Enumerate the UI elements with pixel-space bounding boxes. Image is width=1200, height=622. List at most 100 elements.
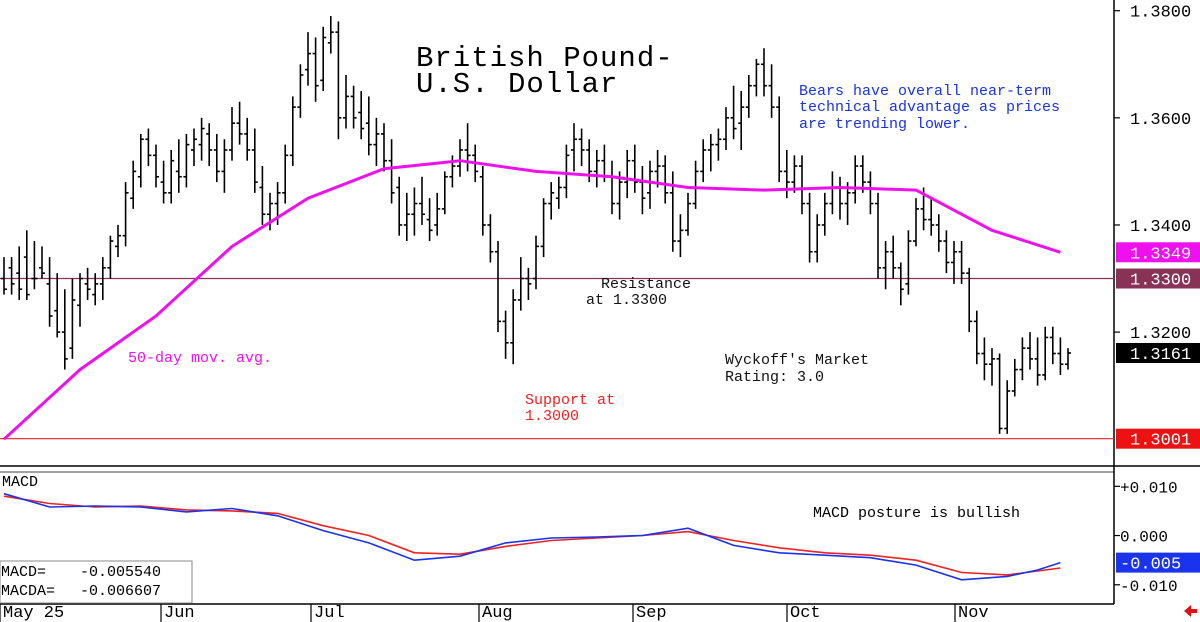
price-bar [905, 230, 912, 295]
price-bar [700, 139, 707, 183]
macd-readout-label: MACD= [1, 564, 46, 581]
bears-annotation-line-3: are trending lower. [799, 116, 970, 133]
price-bar [229, 107, 235, 161]
price-bar [867, 171, 874, 215]
resistance-label-line-1: Resistance [601, 276, 691, 293]
resistance-label-line-2: at 1.3300 [586, 292, 667, 309]
price-bar [943, 230, 950, 274]
price-bar [312, 37, 319, 102]
price-bar [753, 58, 760, 97]
price-bar [715, 128, 722, 161]
price-bar [16, 246, 23, 300]
price-bar [533, 235, 539, 290]
wyckoff-rating-line-1: Wyckoff's Market [725, 352, 869, 369]
price-bar [981, 337, 988, 381]
svg-text:1.3001: 1.3001 [1130, 432, 1191, 451]
price-tag: 1.3161 [1116, 342, 1200, 365]
support-label-line-2: 1.3000 [525, 408, 579, 425]
price-bar [320, 26, 327, 92]
price-bar [966, 267, 973, 333]
price-bar [441, 171, 448, 215]
price-bar [198, 117, 205, 161]
macd-readout-box [0, 560, 193, 604]
price-bar [419, 176, 425, 225]
price-bar [548, 182, 555, 220]
price-bar [23, 230, 30, 300]
moving-average-line [2, 159, 1061, 441]
moving-average-label: 50-day mov. avg. [128, 350, 272, 367]
price-bar [31, 241, 38, 290]
price-bar [92, 273, 99, 306]
price-bar [426, 198, 433, 242]
price-bar [206, 123, 213, 167]
price-bar [305, 32, 311, 86]
macd-panel: +0.010 0.000 -0.010 -0.005 MACD MACD postu… [0, 474, 1200, 604]
svg-text:1.3300: 1.3300 [1130, 272, 1191, 291]
price-bar [973, 310, 980, 365]
price-bar [540, 198, 547, 258]
price-bar [130, 160, 137, 209]
price-bar [1019, 337, 1026, 381]
date-axis: May 25 Jun Jul Aug Sep Oct Nov [0, 604, 989, 622]
price-bar [343, 74, 349, 129]
price-bar [77, 273, 83, 327]
price-bar [457, 139, 463, 177]
price-bar [502, 310, 509, 359]
price-bar [122, 182, 129, 247]
price-bar [115, 224, 121, 258]
price-bar [259, 166, 266, 225]
price-bar [989, 348, 995, 386]
price-bar [495, 241, 501, 333]
date-tick-label: Oct [790, 604, 821, 622]
price-bar [745, 74, 752, 118]
price-bar [1, 257, 7, 295]
macd-tick-label: 0.000 [1120, 529, 1168, 547]
price-axis-ticks: 1.3800 1.3600 1.3400 1.3200 [1114, 4, 1191, 344]
price-bar [403, 192, 410, 242]
date-tick-label: Jul [314, 604, 345, 622]
price-bar [996, 353, 1003, 434]
price-bar [168, 149, 175, 204]
macd-current-tag: -0.005 [1116, 552, 1200, 575]
price-bar [153, 144, 159, 188]
price-bar [1027, 332, 1033, 370]
price-bar [517, 257, 524, 311]
price-bar [677, 214, 684, 258]
price-bar [381, 123, 387, 172]
price-bar [1004, 380, 1011, 434]
price-bar [107, 235, 114, 279]
price-bar [821, 192, 828, 236]
price-bar [1034, 337, 1041, 386]
date-tick-label: Nov [958, 604, 989, 622]
scroll-left-arrow-icon[interactable] [1184, 605, 1197, 617]
bears-annotation-line-1: Bears have overall near-term [799, 83, 1051, 100]
price-bar [563, 144, 570, 199]
price-bar [183, 133, 190, 188]
price-bar [707, 133, 714, 172]
macd-annotation: MACD posture is bullish [813, 505, 1020, 522]
chart-title-line-1: British Pound- [416, 42, 674, 75]
macd-line [3, 492, 1061, 581]
price-bar [358, 91, 365, 140]
price-bar [160, 160, 167, 204]
price-bar [175, 139, 182, 193]
price-bar [897, 262, 904, 306]
price-bar [730, 85, 737, 140]
price-bar [723, 107, 729, 150]
macda-readout-label: MACDA= [1, 583, 55, 600]
price-tag: 1.3349 [1116, 242, 1200, 264]
svg-text:-0.005: -0.005 [1120, 556, 1181, 575]
price-bar [510, 289, 517, 365]
price-bar [350, 85, 357, 129]
price-bar [335, 21, 342, 140]
price-bar [54, 273, 61, 338]
price-bar [1049, 326, 1056, 365]
price-bar [791, 155, 798, 193]
price-bar [768, 64, 775, 118]
chart-title-line-2: U.S. Dollar [416, 68, 618, 101]
price-bar [61, 289, 68, 370]
wyckoff-rating-line-2: Rating: 3.0 [725, 369, 824, 386]
macd-axis-ticks: +0.010 0.000 -0.010 [1114, 479, 1178, 596]
svg-text:1.3161: 1.3161 [1130, 346, 1191, 365]
